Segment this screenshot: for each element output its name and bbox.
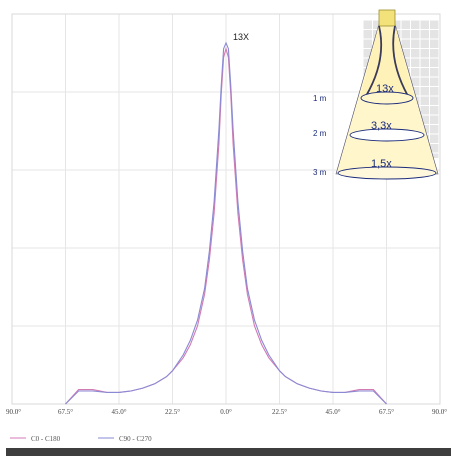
distance-label-2m: 2 m [313,129,327,138]
x-tick-label: 90.0° [6,408,21,416]
beam-inset: 1 m 2 m 3 m 13x 3,3x 1,5x [313,9,440,180]
x-tick-labels: 90.0° 67.5° 45.0° 22.5° 0.0° 22.5° 45.0° 67.5° 9… [6,408,447,416]
lamp-icon [378,9,396,27]
beam-spot-2m [349,128,425,142]
legend: C0 - C180 C90 - C270 [10,435,152,443]
legend-label-c90: C90 - C270 [119,435,152,443]
x-tick-label: 90.0° [432,408,447,416]
peak-label: 13X [233,32,249,42]
lamp-reflector-icon [365,25,409,97]
x-tick-label: 0.0° [220,408,232,416]
series-layer [65,41,387,405]
multiplier-label-3m: 1,5x [371,158,392,170]
legend-label-c0: C0 - C180 [31,435,61,443]
distance-label-3m: 3 m [313,168,327,177]
x-tick-label: 67.5° [379,408,394,416]
beam-spot-3m [337,166,437,180]
beam-spot-1m [360,91,414,105]
series-line-c90-c270 [65,41,387,405]
x-tick-label: 22.5° [272,408,287,416]
bottom-bar [6,448,451,456]
plot-frame [11,13,441,405]
x-tick-label: 45.0° [111,408,126,416]
x-tick-label: 22.5° [165,408,180,416]
multiplier-label-1m: 13x [376,83,394,95]
distance-label-1m: 1 m [313,94,327,103]
multiplier-label-2m: 3,3x [371,120,392,132]
x-tick-label: 67.5° [58,408,73,416]
x-tick-label: 45.0° [325,408,340,416]
